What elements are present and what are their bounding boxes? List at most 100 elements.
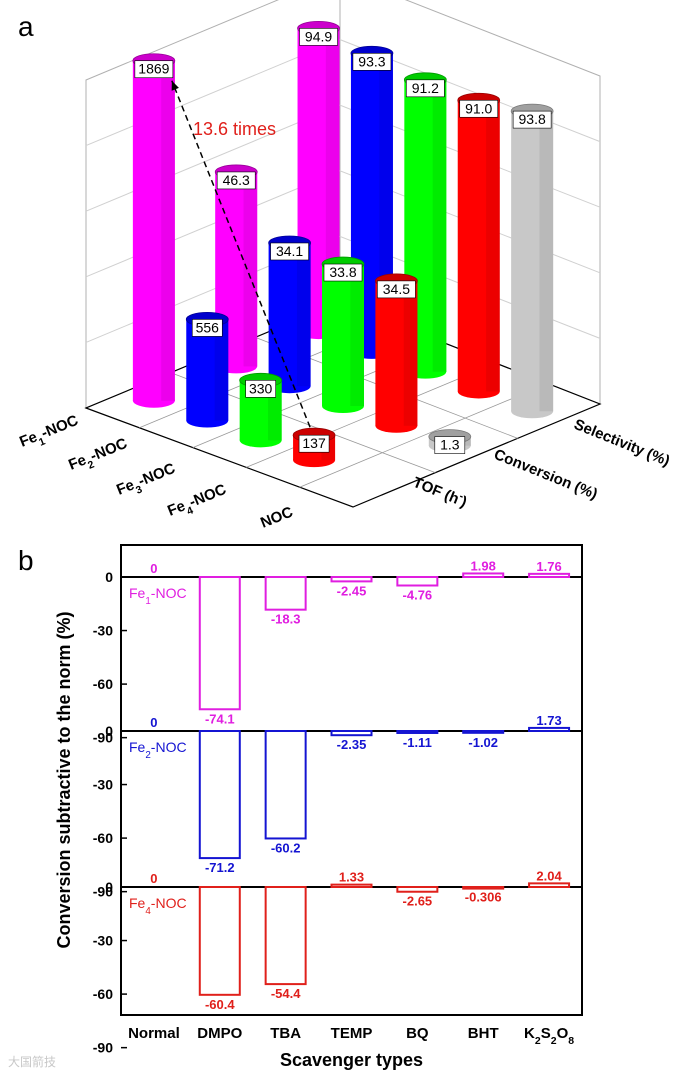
data-label: -4.76 — [403, 587, 433, 602]
value-label: 94.9 — [305, 28, 332, 44]
cylinder: 34.1 — [268, 235, 312, 394]
annotation-arrow — [171, 80, 311, 428]
data-label: 1.98 — [471, 558, 496, 573]
annotation-text: 13.6 times — [193, 119, 276, 139]
series-name: Fe4-NOC — [129, 895, 187, 917]
cylinder: 93.8 — [510, 103, 554, 419]
cylinder-shade — [296, 242, 311, 387]
x-axis-title: Scavenger types — [280, 1050, 423, 1070]
bar — [264, 886, 307, 986]
chart-3d-bars: 94.9 93.3 46.3 91.2 34.1 91.0 1869 33.8 93.8 556 3… — [17, 0, 672, 532]
y-axis-title: Conversion subtractive to the norm (%) — [54, 611, 74, 948]
cylinder-shade — [539, 111, 554, 412]
y-tick-label: 0 — [105, 569, 113, 585]
value-label: 34.1 — [276, 243, 303, 259]
y-tick-label: -90 — [93, 730, 113, 746]
x-tick-label: TEMP — [331, 1025, 373, 1042]
value-label: 93.8 — [519, 111, 546, 127]
data-label: -2.35 — [337, 737, 367, 752]
value-label-box — [298, 434, 330, 453]
bar — [330, 883, 373, 889]
data-label: 0 — [150, 871, 157, 886]
cylinder-shade — [243, 171, 258, 367]
y-tick-label: -30 — [93, 933, 113, 949]
x-tick-label: K2S2O8 — [524, 1025, 574, 1047]
data-label: -1.02 — [468, 735, 498, 750]
bar — [330, 730, 373, 737]
cylinder: 34.5 — [374, 273, 418, 433]
bar — [198, 886, 241, 996]
data-label: -60.2 — [271, 840, 301, 855]
bar — [264, 730, 307, 840]
bar — [528, 726, 571, 732]
cylinder: 137 — [292, 427, 336, 468]
data-label: -54.4 — [271, 986, 301, 1001]
plot-frame — [120, 544, 583, 1016]
cylinder: 91.0 — [457, 92, 501, 399]
data-label: 1.33 — [339, 870, 364, 885]
bar — [396, 886, 439, 893]
bar — [198, 576, 241, 711]
x-tick-label: TBA — [270, 1025, 301, 1042]
value-label: 1869 — [138, 61, 169, 77]
value-label: 330 — [249, 380, 273, 396]
cylinder: 1.3 — [428, 429, 472, 454]
cylinder: 556 — [185, 311, 229, 428]
data-label: 1.76 — [536, 559, 561, 574]
x-tick-label: Normal — [128, 1025, 180, 1042]
y-tick-label: -60 — [93, 830, 113, 846]
bar — [528, 572, 571, 578]
category-label: Fe3-NOC — [114, 460, 180, 504]
chart-scavenger-bars: 0-30-60-900-74.1-18.3-2.45 -4.761.98 1.76F… — [54, 544, 583, 1070]
value-label-box — [323, 263, 363, 282]
data-label: -18.3 — [271, 612, 301, 627]
cylinder-shade — [161, 60, 175, 401]
axis-label-tof: TOF (h-) — [411, 472, 471, 511]
y-tick-label: -90 — [93, 884, 113, 900]
value-label-box — [459, 99, 499, 118]
data-label: 0 — [150, 715, 157, 730]
cylinder: 94.9 — [297, 20, 340, 340]
y-tick-label: 0 — [105, 879, 113, 895]
data-label: 1.73 — [536, 713, 561, 728]
value-label-box — [245, 380, 276, 398]
value-label: 93.3 — [358, 53, 385, 69]
bar — [264, 576, 307, 611]
floor-gridline — [246, 362, 497, 468]
annotation-arrowhead — [171, 80, 179, 91]
panel-b-label: b — [18, 545, 34, 576]
value-label-box — [406, 79, 445, 98]
value-label: 46.3 — [223, 172, 250, 188]
cylinder-shade — [325, 28, 340, 333]
value-label-box — [299, 28, 338, 46]
cylinder-shade — [432, 79, 447, 372]
data-label: -0.306 — [465, 890, 502, 905]
value-label-box — [434, 436, 466, 454]
y-tick-label: -60 — [93, 676, 113, 692]
value-label-box — [191, 319, 223, 337]
bar — [462, 886, 505, 890]
value-label-box — [270, 242, 309, 261]
data-label: -74.1 — [205, 711, 235, 726]
cylinder-shade — [350, 264, 364, 406]
x-tick-label: BHT — [468, 1025, 499, 1042]
bar — [528, 882, 571, 888]
series-name: Fe2-NOC — [129, 739, 187, 761]
cylinder: 33.8 — [321, 256, 365, 413]
value-label-box — [216, 171, 256, 190]
y-tick-label: 0 — [105, 723, 113, 739]
cylinder: 330 — [239, 372, 283, 448]
bar — [330, 576, 373, 583]
value-label-box — [352, 53, 392, 71]
cylinder-shade — [403, 280, 418, 426]
category-label: Fe1-NOC — [17, 412, 83, 456]
cylinder: 91.2 — [403, 72, 447, 379]
data-label: -2.45 — [337, 583, 367, 598]
axis-label-conversion: Conversion (%) — [492, 446, 600, 503]
bar — [396, 576, 439, 587]
data-label: -2.65 — [403, 894, 433, 909]
cylinder-shade — [486, 100, 500, 392]
data-label: 0 — [150, 561, 157, 576]
bar — [462, 572, 505, 578]
